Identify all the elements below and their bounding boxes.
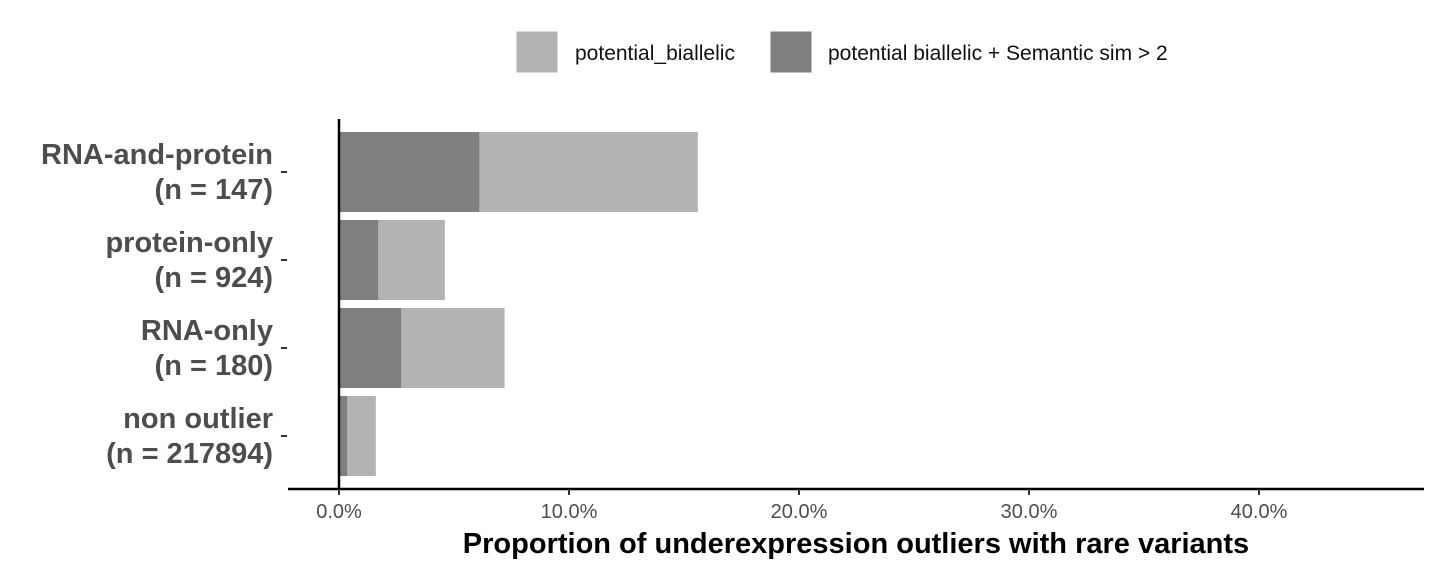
legend: potential_biallelic potential biallelic +… — [515, 30, 1168, 74]
x-tick-label-3: 30.0% — [1001, 501, 1058, 523]
bar-semantic-sim-0 — [339, 132, 480, 212]
category-count-label-2: (n = 180) — [155, 350, 273, 382]
category-count-label-1: (n = 924) — [155, 262, 273, 294]
y-axis: RNA-and-protein(n = 147)protein-only(n =… — [41, 119, 341, 489]
x-axis: 0.0% 10.0% 20.0% 30.0% 40.0% — [288, 487, 1424, 523]
x-axis-title: Proportion of underexpression outliers w… — [463, 528, 1249, 560]
x-tick-label-4: 40.0% — [1231, 501, 1288, 523]
category-label-0: RNA-and-protein — [41, 139, 273, 171]
bar-semantic-sim-1 — [339, 220, 379, 300]
category-count-label-3: (n = 217894) — [106, 438, 273, 470]
legend-label-1: potential biallelic + Semantic sim > 2 — [828, 42, 1168, 65]
x-tick-label-2: 20.0% — [771, 501, 828, 523]
category-label-2: RNA-only — [141, 315, 273, 347]
x-tick-label-1: 10.0% — [541, 501, 598, 523]
category-label-3: non outlier — [123, 403, 273, 435]
bars — [339, 132, 698, 476]
legend-key-1 — [769, 30, 813, 74]
x-tick-label-0: 0.0% — [316, 501, 362, 523]
legend-key-0 — [515, 30, 559, 74]
bar-semantic-sim-2 — [339, 308, 402, 388]
category-count-label-0: (n = 147) — [155, 174, 273, 206]
bar-semantic-sim-3 — [339, 396, 348, 476]
category-label-1: protein-only — [105, 227, 273, 259]
legend-label-0: potential_biallelic — [575, 42, 735, 65]
